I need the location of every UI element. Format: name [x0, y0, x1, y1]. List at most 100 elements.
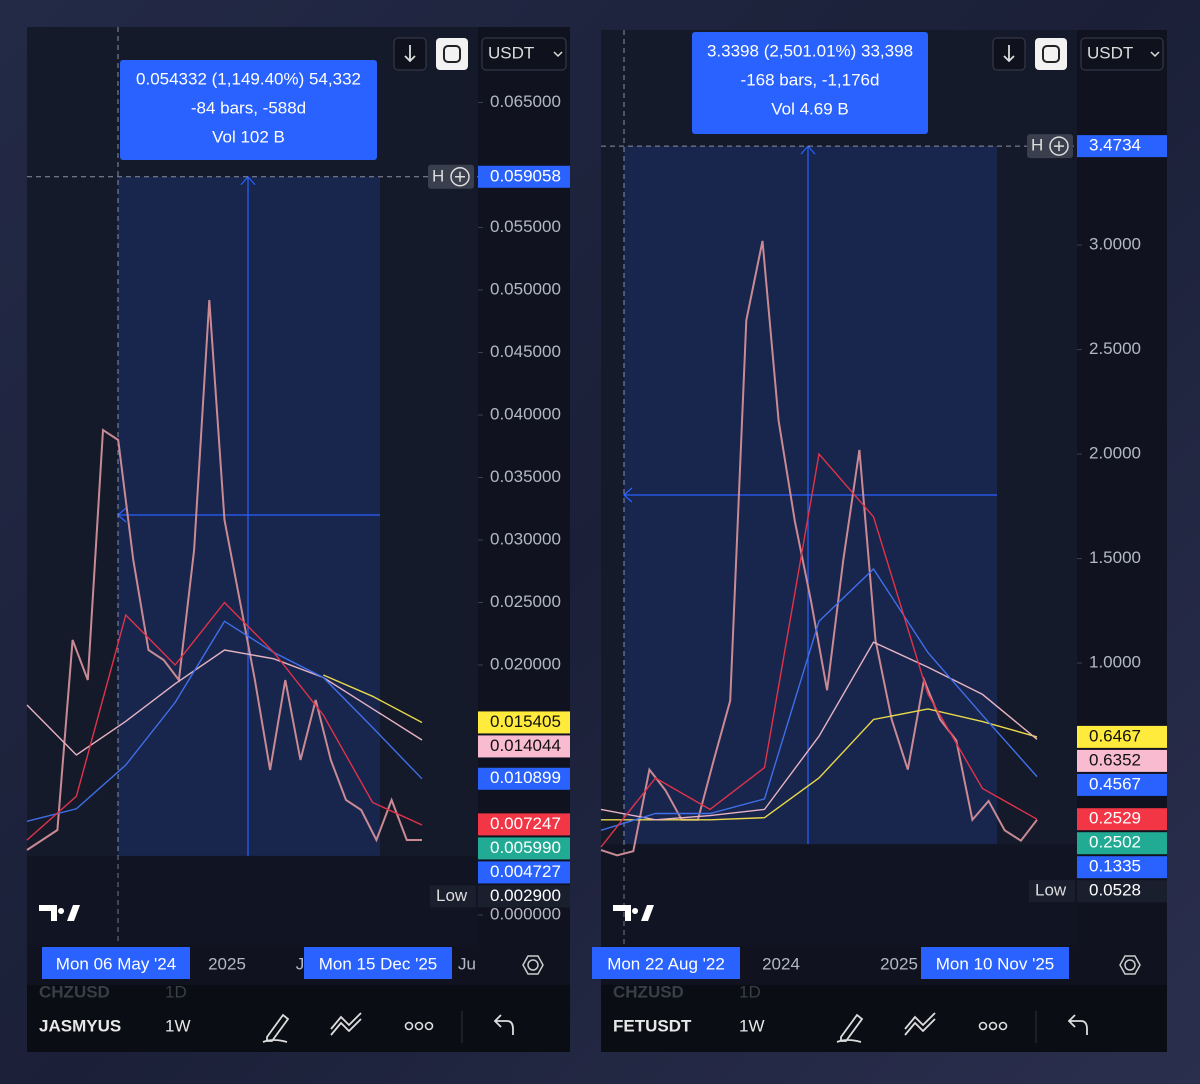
moving-average: [323, 674, 423, 724]
interval[interactable]: 1W: [165, 1016, 191, 1035]
more-dot: [414, 1021, 424, 1031]
low-badge: [1029, 880, 1075, 903]
draw-icon[interactable]: [262, 1013, 290, 1043]
date-label: 2025: [880, 954, 918, 973]
price-tag-label: 0.005990: [490, 838, 561, 857]
price-tag: [1077, 808, 1167, 831]
price-tag-label: 0.014044: [490, 736, 561, 755]
price-tag-label: 0.059058: [490, 166, 561, 185]
measure-arrow: [623, 487, 633, 503]
y-tick-label: 0.035000: [490, 467, 561, 486]
low-label: Low: [436, 886, 468, 905]
moving-average: [26, 601, 423, 841]
price-tag: [478, 767, 570, 790]
high-label: H: [432, 166, 444, 185]
symbol[interactable]: FETUSDT: [613, 1016, 692, 1035]
patterns-icon[interactable]: [904, 1012, 936, 1036]
tooltip-line: 3.3398 (2,501.01%) 33,398: [707, 41, 913, 60]
y-tick-label: 0.030000: [490, 529, 561, 548]
price-tag: [478, 165, 570, 188]
fit-button[interactable]: [436, 38, 468, 70]
date-tag: Mon 15 Dec '25: [319, 954, 438, 973]
add-icon-plus: [1054, 141, 1064, 152]
ghost-symbol: CHZUSD: [39, 982, 110, 1001]
price-tag: [1077, 773, 1167, 796]
price-tag: [1077, 725, 1167, 748]
date-label: 2025: [208, 954, 246, 973]
y-tick-label: 0.025000: [490, 592, 561, 611]
date-highlight: [592, 947, 740, 979]
lower-shade: [601, 844, 1077, 945]
price-tag: [478, 837, 570, 860]
undo-icon[interactable]: [1067, 1014, 1088, 1035]
tv-logo: [613, 905, 654, 921]
interval[interactable]: 1W: [739, 1016, 765, 1035]
y-tick-label: 0.040000: [490, 404, 561, 423]
price-tag: [1077, 832, 1167, 855]
y-tick-label: 2.0000: [1089, 444, 1141, 463]
lower-shade: [27, 855, 478, 945]
y-tick-label: 0.000000: [490, 904, 561, 923]
date-tag: Mon 06 May '24: [56, 954, 176, 973]
date-label: Ju: [458, 954, 476, 973]
date-tag: Mon 22 Aug '22: [607, 954, 725, 973]
y-tick-label: 0.055000: [490, 217, 561, 236]
add-icon[interactable]: [450, 167, 470, 187]
draw-icon[interactable]: [836, 1013, 864, 1043]
undo-icon[interactable]: [493, 1014, 514, 1035]
price-tag-label: 0.004727: [490, 862, 561, 881]
ghost-interval: 1D: [739, 982, 761, 1001]
price-tag: [478, 735, 570, 758]
patterns-icon[interactable]: [330, 1012, 362, 1036]
y-tick-label: 0.065000: [490, 92, 561, 111]
y-tick-label: 0.045000: [490, 342, 561, 361]
y-tick-label: 1.0000: [1089, 653, 1141, 672]
select-caret: [1150, 51, 1160, 58]
date-label: J: [296, 954, 305, 973]
moving-average: [601, 708, 1038, 821]
currency-label: USDT: [488, 43, 534, 62]
price-tag-label: 0.2529: [1089, 809, 1141, 828]
price-tag: [1077, 856, 1167, 879]
y-tick-label: 1.5000: [1089, 548, 1141, 567]
fit-icon: [443, 45, 461, 63]
y-tick-label: 0.050000: [490, 279, 561, 298]
moving-average: [600, 452, 1038, 848]
measure-tooltip: [120, 60, 377, 160]
currency-label: USDT: [1087, 43, 1133, 62]
price-tag-label: 0.0528: [1089, 881, 1141, 900]
more-dot: [404, 1021, 414, 1031]
add-icon[interactable]: [1049, 136, 1069, 156]
y-tick-label: 2.5000: [1089, 339, 1141, 358]
date-highlight: [304, 947, 452, 979]
toolbar-bg: [27, 985, 570, 1052]
currency-select[interactable]: [1080, 37, 1164, 71]
fit-button[interactable]: [1035, 38, 1067, 70]
tooltip-line: Vol 4.69 B: [771, 99, 849, 118]
tooltip-line: Vol 102 B: [212, 127, 285, 146]
moving-average: [26, 620, 423, 822]
low-badge: [430, 885, 476, 908]
more-dot: [998, 1021, 1008, 1031]
price-tag: [1077, 749, 1167, 772]
y-tick-label: 3.0000: [1089, 235, 1141, 254]
price-tag-label: 0.015405: [490, 712, 561, 731]
moving-average: [600, 641, 1038, 821]
price-tag-label: 0.2502: [1089, 833, 1141, 852]
y-tick-label: 0.020000: [490, 654, 561, 673]
currency-select[interactable]: [481, 37, 567, 71]
moving-average: [26, 649, 423, 756]
down-arrow: [1003, 45, 1015, 63]
tooltip-line: -84 bars, -588d: [191, 98, 306, 117]
more-dot: [978, 1021, 988, 1031]
symbol[interactable]: JASMYUS: [39, 1016, 121, 1035]
tooltip-line: 0.054332 (1,149.40%) 54,332: [136, 69, 361, 88]
measure-tooltip: [692, 32, 928, 134]
date-label: 2024: [762, 954, 800, 973]
settings-icon[interactable]: [527, 959, 539, 971]
price-tag: [478, 813, 570, 836]
more-dot: [424, 1021, 434, 1031]
settings-icon[interactable]: [1124, 959, 1136, 971]
moving-average: [600, 567, 1038, 831]
